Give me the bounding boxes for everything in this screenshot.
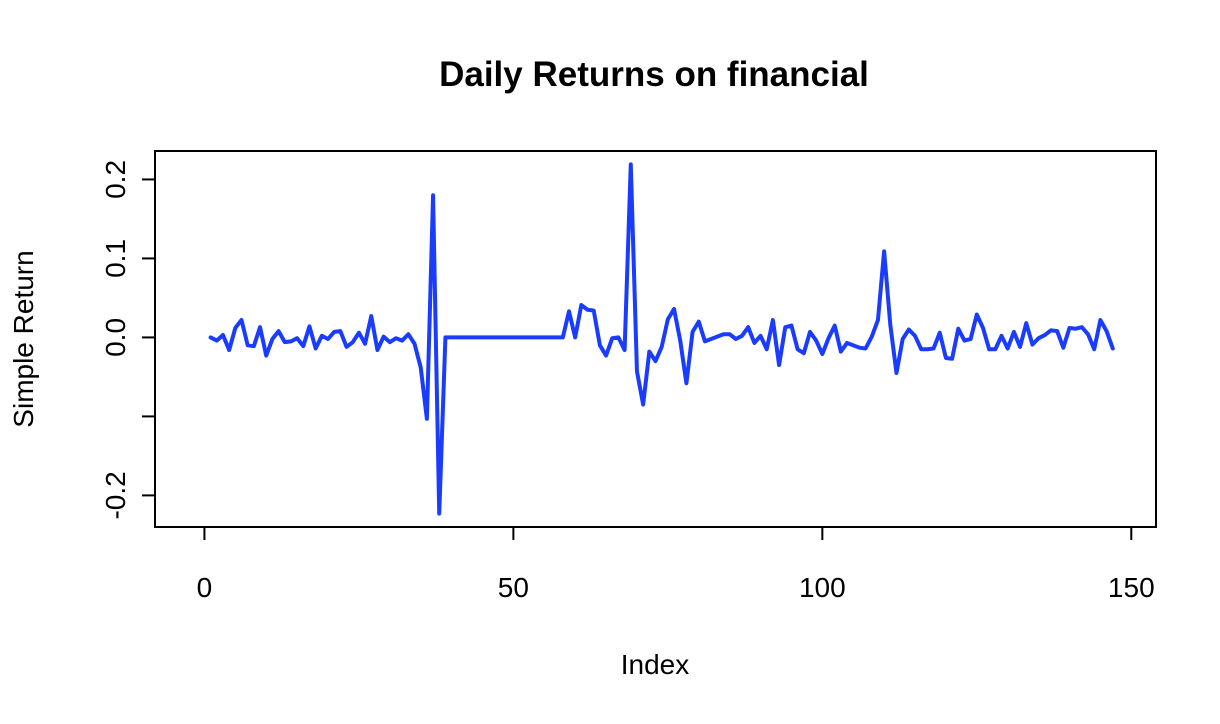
y-tick-label: 0.0 xyxy=(100,318,131,357)
chart-title: Daily Returns on financial xyxy=(439,55,869,94)
x-tick-label: 50 xyxy=(498,572,529,603)
y-tick-label: 0.1 xyxy=(100,239,131,278)
x-tick-label: 150 xyxy=(1108,572,1155,603)
x-axis: 0 50 100 150 xyxy=(197,526,1155,603)
y-tick-label: -0.2 xyxy=(100,471,131,519)
y-axis-label: Simple Return xyxy=(8,250,39,427)
x-tick-label: 100 xyxy=(799,572,846,603)
y-tick-label: 0.2 xyxy=(100,160,131,199)
x-tick-label: 0 xyxy=(197,572,213,603)
x-axis-label: Index xyxy=(621,649,690,680)
series-layer xyxy=(208,162,1115,516)
series-line-1 xyxy=(208,162,1115,516)
y-axis: -0.2 0.0 0.1 0.2 xyxy=(100,160,156,520)
